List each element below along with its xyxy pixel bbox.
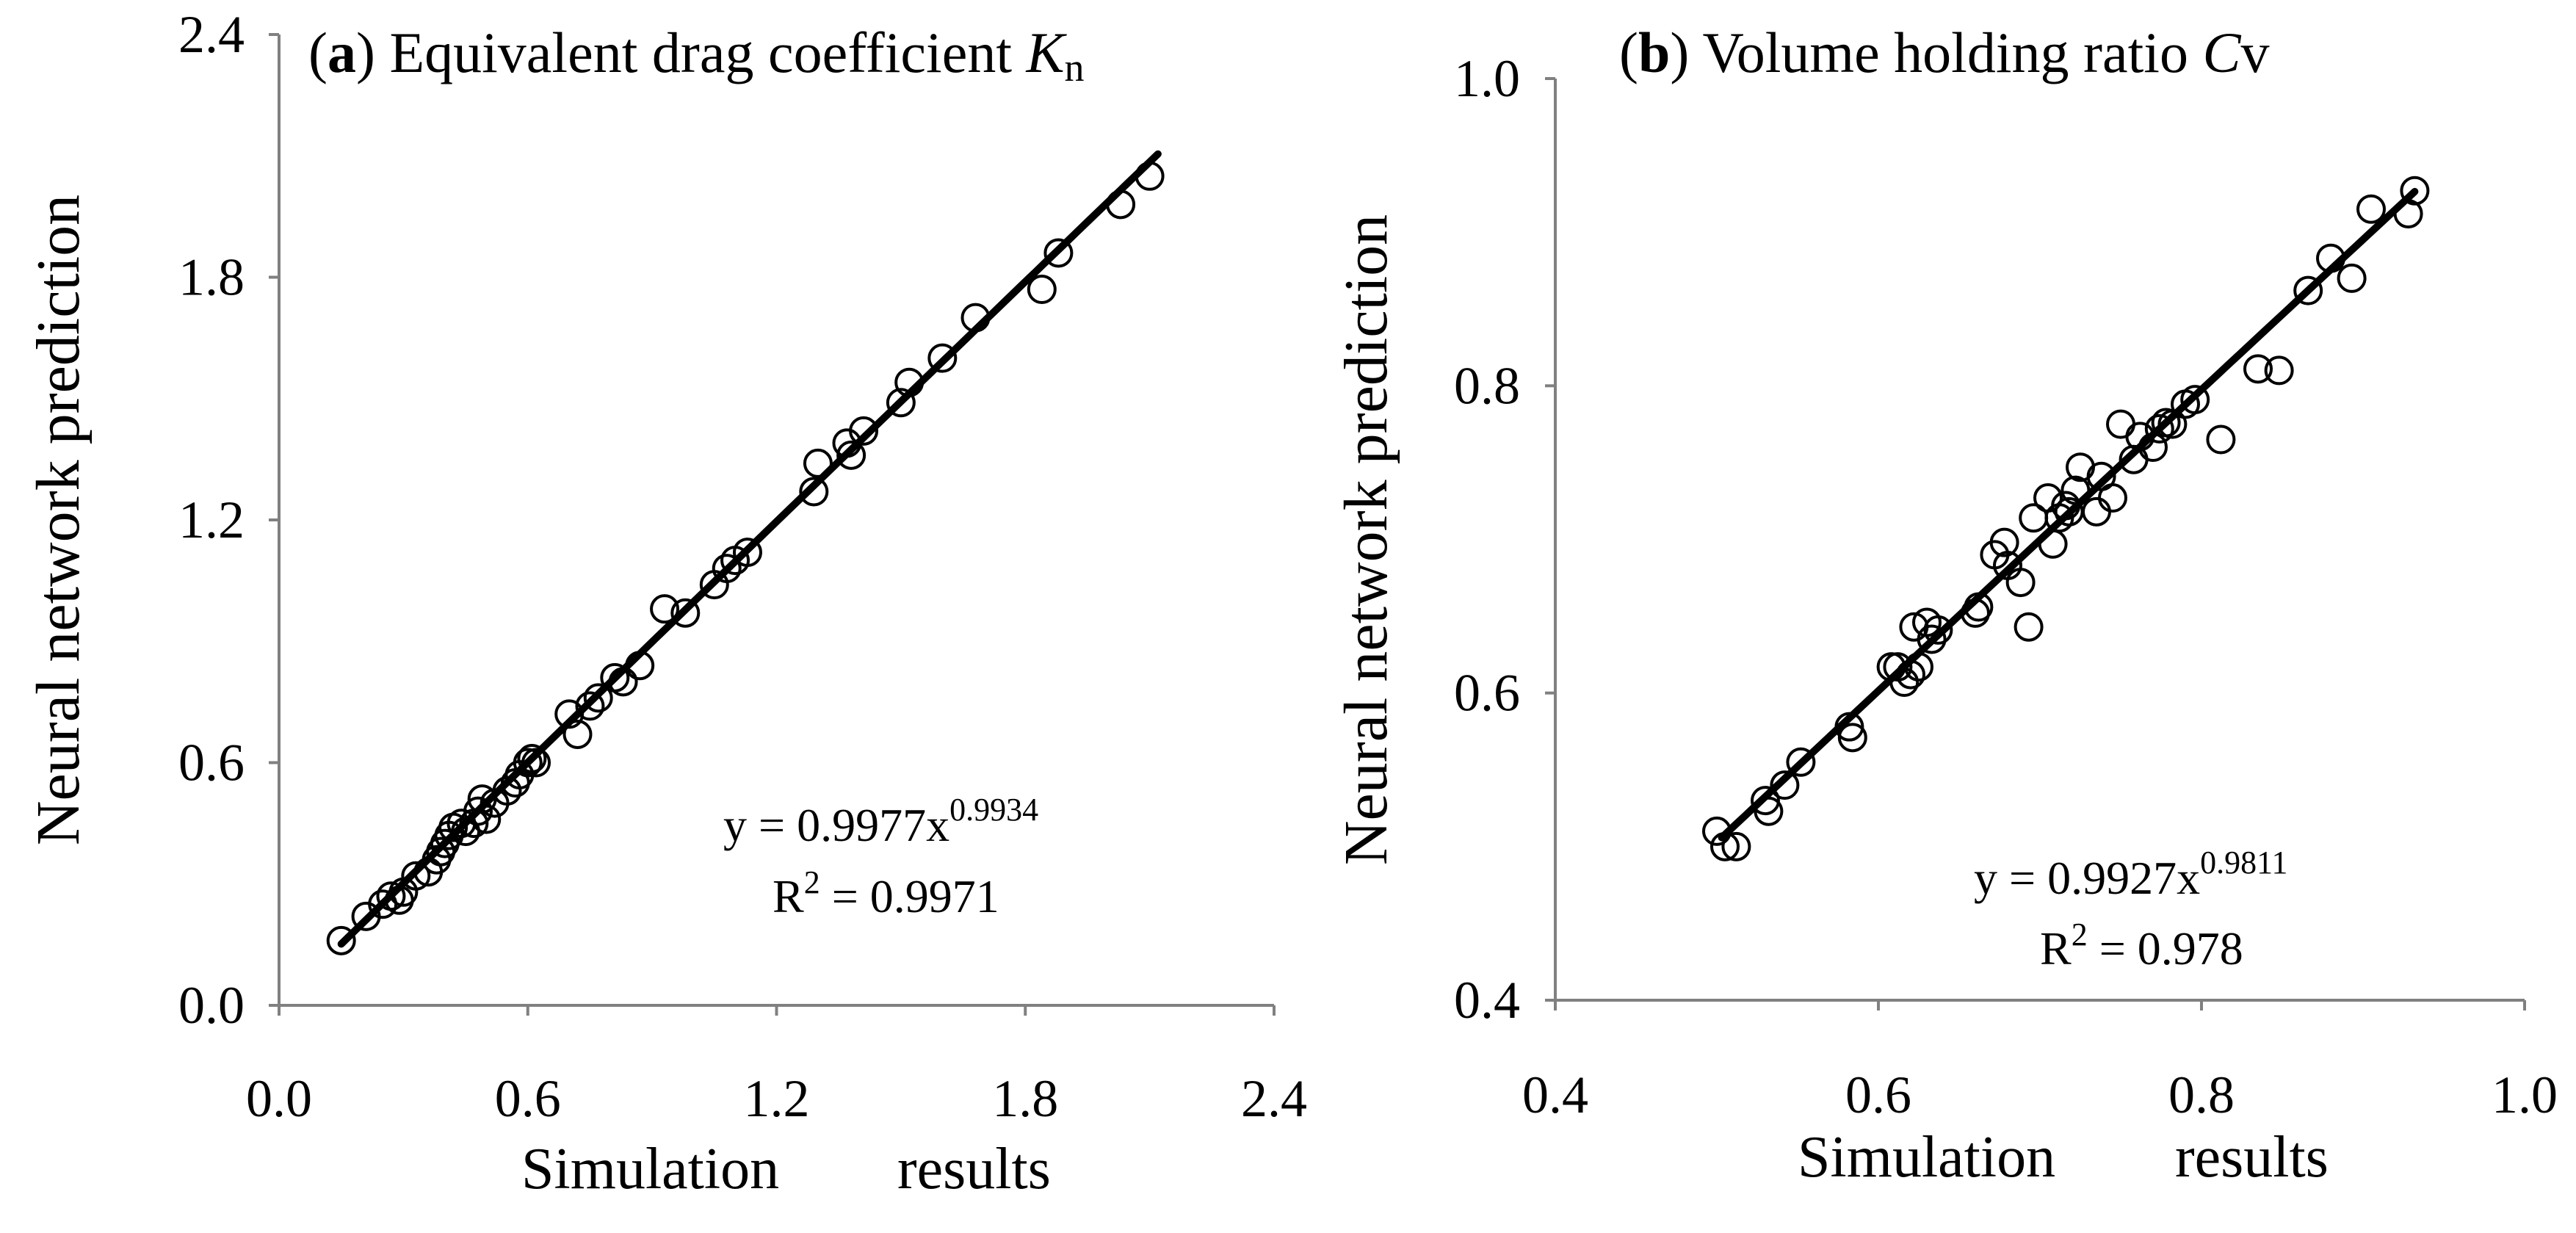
x-tick-label-b: 1.0 xyxy=(2492,1066,2558,1124)
x-tick-label-a: 0.6 xyxy=(495,1069,561,1128)
y-tick-label-a: 0.0 xyxy=(178,976,245,1035)
fit-equation-b: y = 0.9927x0.9811 xyxy=(1974,845,2287,904)
data-point-b xyxy=(2005,568,2036,598)
data-point-a xyxy=(670,598,701,628)
data-point-b xyxy=(1989,527,2019,557)
r-squared-a: R2 = 0.9971 xyxy=(773,864,999,922)
fit-line-a xyxy=(337,150,1162,948)
chart-title-b: (b) Volume holding ratio Cv xyxy=(1619,21,2270,84)
data-point-b xyxy=(1917,624,1947,654)
data-point-b xyxy=(1786,747,1816,777)
data-point-b xyxy=(2082,496,2111,527)
data-point-b xyxy=(2264,355,2294,386)
data-point-b xyxy=(2098,483,2127,513)
data-point-a xyxy=(1027,275,1057,305)
fit-line-b xyxy=(1718,187,2419,842)
x-tick-label-a: 2.4 xyxy=(1241,1069,1307,1128)
x-tick-label-b: 0.4 xyxy=(1522,1066,1588,1124)
data-point-a xyxy=(513,748,543,778)
data-point-b xyxy=(1770,770,1800,800)
y-tick-label-a: 0.6 xyxy=(178,734,245,792)
chart-panel-a: (a) Equivalent drag coefficient Kn 0.00.… xyxy=(24,5,1307,1201)
x-axis-label-a-simulation: Simulation xyxy=(521,1137,779,1201)
y-tick-label-b: 0.8 xyxy=(1454,356,1520,415)
data-point-b xyxy=(2337,263,2367,293)
data-point-b xyxy=(2243,354,2273,384)
fit-equation-a: y = 0.9977x0.9934 xyxy=(723,792,1038,851)
data-point-a xyxy=(1043,238,1074,268)
data-point-a xyxy=(583,683,613,713)
data-point-b xyxy=(1837,723,1867,753)
data-point-b xyxy=(1923,615,1953,645)
y-tick-label-a: 1.8 xyxy=(178,248,245,307)
data-point-a xyxy=(886,388,916,418)
data-point-a xyxy=(517,743,547,773)
data-point-b xyxy=(2400,176,2430,206)
data-point-a xyxy=(849,416,879,446)
data-point-b xyxy=(2206,424,2236,455)
data-point-a xyxy=(463,796,493,826)
x-tick-label-b: 0.6 xyxy=(1845,1066,1911,1124)
data-point-b xyxy=(2356,194,2386,224)
data-point-b xyxy=(2014,612,2044,642)
r-squared-b: R2 = 0.978 xyxy=(2040,916,2243,975)
data-point-b xyxy=(2106,409,2135,439)
y-tick-label-b: 1.0 xyxy=(1454,49,1520,108)
x-axis-label-b-results: results xyxy=(2175,1125,2329,1190)
y-tick-label-b: 0.6 xyxy=(1454,664,1520,723)
x-axis-label-b-simulation: Simulation xyxy=(1798,1125,2055,1190)
data-point-a xyxy=(575,691,605,721)
data-point-a xyxy=(326,925,356,955)
x-tick-label-a: 1.2 xyxy=(744,1069,810,1128)
y-tick-label-a: 1.2 xyxy=(178,491,245,549)
y-axis-label-b: Neural network prediction xyxy=(1332,214,1400,865)
data-point-a xyxy=(401,861,431,891)
data-point-a xyxy=(836,440,866,470)
data-point-a xyxy=(712,554,742,584)
data-point-b xyxy=(2293,275,2323,305)
x-axis-label-a-results: results xyxy=(897,1137,1051,1201)
data-point-a xyxy=(732,538,762,568)
data-point-a xyxy=(803,448,833,478)
data-point-a xyxy=(799,477,829,507)
chart-panel-b: (b) Volume holding ratio Cv 0.4 0.6 0.8 1.0… xyxy=(1332,21,2558,1190)
y-tick-label-b: 0.4 xyxy=(1454,971,1520,1030)
x-tick-label-a: 0.0 xyxy=(246,1069,312,1128)
data-point-a xyxy=(562,719,593,749)
y-axis-label-a: Neural network prediction xyxy=(24,195,93,845)
data-point-a xyxy=(927,343,958,373)
y-tick-label-a: 2.4 xyxy=(178,5,245,64)
data-point-b xyxy=(2180,385,2210,415)
x-tick-label-a: 1.8 xyxy=(992,1069,1058,1128)
x-tick-label-b: 0.8 xyxy=(2168,1066,2235,1124)
data-point-b xyxy=(2144,413,2174,444)
data-point-b xyxy=(1721,831,1751,861)
chart-title-a: (a) Equivalent drag coefficient Kn xyxy=(308,21,1085,90)
data-point-a xyxy=(650,594,680,624)
